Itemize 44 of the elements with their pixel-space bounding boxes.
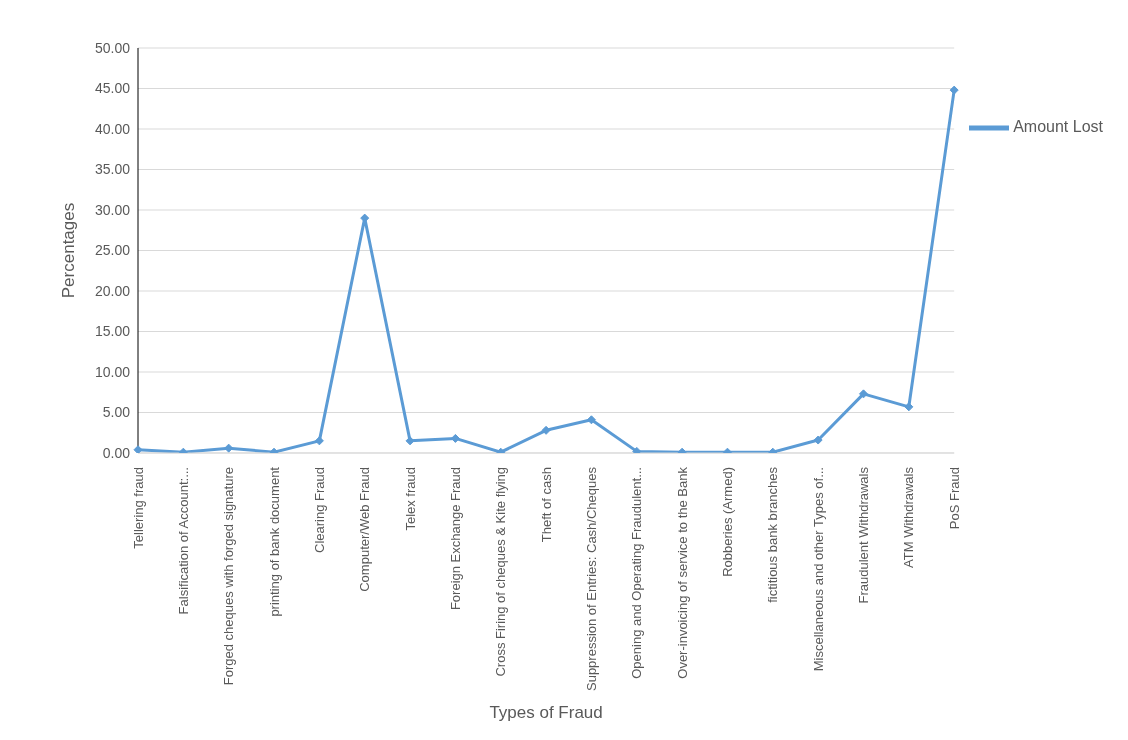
y-tick-label: 45.00 xyxy=(94,80,131,97)
point xyxy=(133,445,143,453)
y-tick-label: 35.00 xyxy=(94,161,131,178)
point xyxy=(541,425,551,435)
y-tick-label: 25.00 xyxy=(94,242,131,259)
y-tick-label: 50.00 xyxy=(94,39,131,56)
x-tick-label: Cross Firing of cheques & Kite flying xyxy=(493,467,509,677)
y-tick-label: 40.00 xyxy=(94,120,131,137)
y-tick-label: 15.00 xyxy=(94,323,131,340)
point xyxy=(632,446,642,453)
point xyxy=(949,85,959,95)
x-tick-label: Suppression of Entries: Cash/Cheques xyxy=(583,466,599,692)
x-axis-title: Types of Fraud xyxy=(489,703,603,722)
y-tick-label: 30.00 xyxy=(94,201,131,218)
y-tick-label: 5.00 xyxy=(102,404,131,421)
x-tick-label: Falsification of Account:... xyxy=(175,467,191,615)
x-tick-label: fictitious bank branches xyxy=(765,466,781,603)
x-tick-label: printing of bank document xyxy=(266,466,282,617)
x-tick-label: Telex fraud xyxy=(402,467,418,531)
point xyxy=(858,389,868,399)
point xyxy=(450,433,460,443)
y-axis-title: Percentages xyxy=(59,202,79,299)
point xyxy=(904,402,914,412)
x-tick-label: Miscellaneous and other Types of... xyxy=(810,467,826,672)
point xyxy=(586,415,596,425)
x-tick-label: Fraudulent Withdrawals xyxy=(855,466,871,604)
x-tick-label: Foreign Exchange Fraud xyxy=(447,467,463,611)
x-tick-label: Forged cheques with forged signature xyxy=(221,467,237,686)
x-tick-label: Opening and Operating Fraudulent... xyxy=(629,467,645,679)
x-tick-label: Theft of cash xyxy=(538,467,554,543)
point xyxy=(314,436,324,446)
point xyxy=(813,435,823,445)
point xyxy=(224,443,234,453)
x-tick-label: Over-invoicing of service to the Bank xyxy=(674,466,690,679)
x-tick-label: PoS Fraud xyxy=(946,467,962,530)
x-tick-label: ATM Withdrawals xyxy=(901,466,917,568)
y-tick-label: 10.00 xyxy=(94,363,131,380)
x-tick-label: Tellering fraud xyxy=(130,467,146,549)
legend-label: Amount Lost xyxy=(1013,118,1103,136)
x-tick-label: Clearing Fraud xyxy=(311,467,327,553)
x-tick-label: Computer/Web Fraud xyxy=(357,467,373,592)
x-tick-label: Robberies (Armed) xyxy=(719,467,735,577)
y-tick-label: 0.00 xyxy=(102,444,131,461)
y-tick-label: 20.00 xyxy=(94,282,131,299)
